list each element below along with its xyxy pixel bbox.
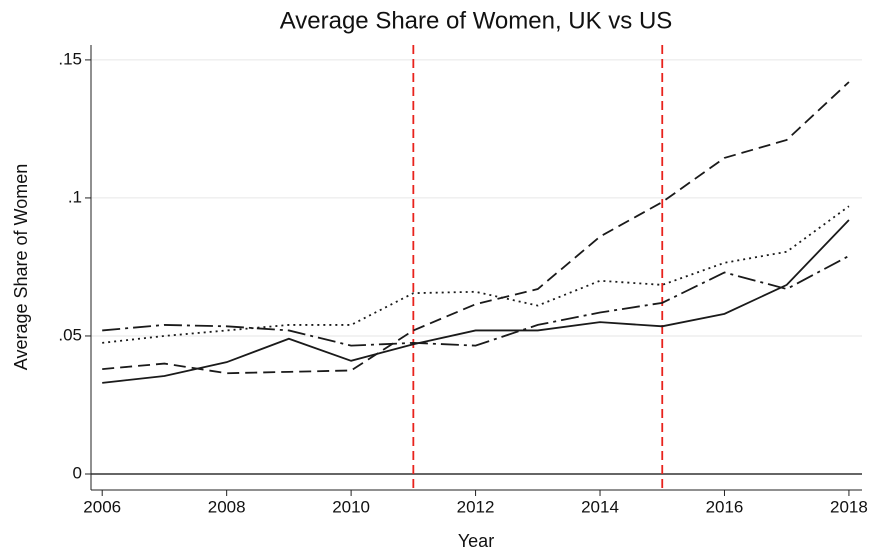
y-axis-label: Average Share of Women xyxy=(11,164,31,370)
x-tick-label: 2018 xyxy=(830,497,868,516)
chart-title: Average Share of Women, UK vs US xyxy=(280,7,673,34)
x-tick-label: 2014 xyxy=(581,497,619,516)
x-tick-label: 2006 xyxy=(83,497,121,516)
x-axis-label: Year xyxy=(458,531,494,551)
y-tick-label: 0 xyxy=(73,463,82,482)
y-tick-label: .1 xyxy=(68,187,82,206)
series-line xyxy=(102,205,850,344)
series-line xyxy=(102,219,850,384)
x-tick-label: 2016 xyxy=(706,497,744,516)
x-tick-label: 2008 xyxy=(208,497,246,516)
series-line xyxy=(102,81,850,375)
y-tick-label: .15 xyxy=(58,49,82,68)
series-line xyxy=(102,255,850,347)
x-tick-label: 2010 xyxy=(332,497,370,516)
y-tick-label: .05 xyxy=(58,325,82,344)
x-tick-label: 2012 xyxy=(457,497,495,516)
